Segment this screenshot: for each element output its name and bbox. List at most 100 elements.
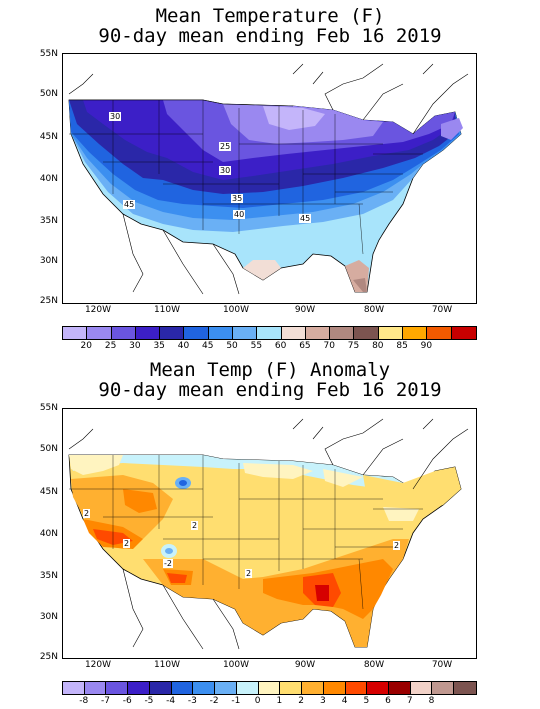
panel1-lat-label: 35N	[39, 216, 58, 226]
colorbar-swatch	[432, 682, 455, 694]
panel1-contour-label: 30	[219, 166, 232, 175]
colorbar-swatch	[258, 682, 281, 694]
colorbar-label: 2	[298, 696, 304, 706]
panel1-lon-label: 120W	[84, 305, 112, 315]
panel2-lat-label: 40N	[39, 529, 58, 539]
panel1-temperature-map	[68, 63, 469, 295]
panel2-lon-label: 90W	[294, 660, 316, 670]
panel2-contour-label: 2	[245, 569, 253, 578]
panel2-contour-label: 2	[191, 521, 199, 530]
colorbar-swatch	[280, 682, 303, 694]
panel2-lat-label: 50N	[39, 444, 58, 454]
colorbar-swatch	[87, 327, 112, 339]
panel1-lon-label: 70W	[431, 305, 453, 315]
colorbar-label: 40	[177, 341, 190, 351]
colorbar-label: 20	[80, 341, 92, 351]
colorbar-label: -6	[122, 696, 132, 706]
panel1-contour-label: 25	[219, 142, 232, 151]
colorbar-label: 3	[319, 696, 326, 706]
panel1-map: 30 25 30 35 40 45 45	[62, 53, 477, 304]
colorbar-label: 0	[254, 696, 261, 706]
panel1-contour-label: 45	[299, 214, 312, 223]
panel1-lat-label: 55N	[39, 49, 58, 59]
panel1-lon-label: 100W	[222, 305, 250, 315]
colorbar-swatch	[193, 682, 216, 694]
colorbar-label: 70	[323, 341, 335, 351]
panel1-lon-label: 110W	[153, 305, 181, 315]
colorbar-label: 80	[372, 341, 384, 351]
panel2-lat-label: 25N	[39, 652, 58, 662]
colorbar-swatch	[330, 327, 355, 339]
colorbar-swatch	[63, 682, 85, 694]
colorbar-label: 55	[250, 341, 263, 351]
panel1-lon-label: 90W	[294, 305, 316, 315]
colorbar-label: 4	[341, 696, 348, 706]
colorbar-swatch	[354, 327, 379, 339]
panel1-lat-label: 50N	[39, 89, 58, 99]
panel1-title-line2: 90-day mean ending Feb 16 2019	[98, 25, 442, 47]
panel2-contour-label: 2	[393, 541, 401, 550]
panel1-contour-label: 35	[231, 194, 244, 203]
panel1-lat-label: 30N	[39, 256, 58, 266]
colorbar-label: 85	[396, 341, 408, 351]
colorbar-swatch	[215, 682, 237, 694]
panel2-lat-label: 30N	[39, 612, 58, 622]
colorbar-label: 25	[104, 341, 117, 351]
colorbar-swatch	[454, 682, 476, 694]
panel2-lat-label: 45N	[39, 487, 58, 497]
colorbar-swatch	[84, 682, 107, 694]
panel2-contour-label: -2	[163, 559, 173, 568]
colorbar-swatch	[451, 327, 476, 339]
colorbar-swatch	[302, 682, 324, 694]
colorbar-label: 30	[129, 341, 141, 351]
colorbar-swatch	[149, 682, 172, 694]
panel2-contour-label: 2	[123, 539, 131, 548]
colorbar-label: 35	[153, 341, 165, 351]
colorbar-swatch	[378, 327, 403, 339]
colorbar-swatch	[63, 327, 88, 339]
panel2-lon-label: 120W	[84, 660, 112, 670]
colorbar-swatch	[232, 327, 258, 339]
panel2-lon-label: 110W	[153, 660, 181, 670]
colorbar-swatch	[160, 327, 185, 339]
panel1-lon-label: 80W	[363, 305, 385, 315]
colorbar-label: 1	[276, 696, 283, 706]
panel2-title-line1: Mean Temp (F) Anomaly	[149, 359, 391, 381]
panel1-contour-label: 40	[233, 210, 246, 219]
panel1-lat-label: 25N	[39, 296, 58, 306]
panel2-lat-label: 35N	[39, 571, 58, 581]
colorbar-swatch	[236, 682, 259, 694]
colorbar-swatch	[135, 327, 161, 339]
panel2-lon-label: 100W	[222, 660, 250, 670]
colorbar-swatch	[427, 327, 452, 339]
colorbar-label: -1	[231, 696, 241, 706]
colorbar-swatch	[281, 327, 306, 339]
colorbar-label: -3	[187, 696, 197, 706]
panel1-lat-label: 40N	[39, 174, 58, 184]
colorbar-swatch	[257, 327, 282, 339]
colorbar-label: 8	[428, 696, 435, 706]
colorbar-swatch	[367, 682, 390, 694]
panel2-lat-label: 55N	[39, 403, 58, 413]
colorbar-label: 7	[406, 696, 413, 706]
panel2-lon-label: 80W	[363, 660, 385, 670]
panel1-colorbar	[62, 326, 477, 340]
panel1-lat-label: 45N	[39, 132, 58, 142]
panel1-contour-label: 45	[123, 200, 136, 209]
colorbar-swatch	[410, 682, 433, 694]
colorbar-label: 90	[420, 341, 433, 351]
colorbar-label: 65	[299, 341, 311, 351]
colorbar-label: 5	[363, 696, 370, 706]
colorbar-swatch	[323, 682, 346, 694]
colorbar-label: 45	[202, 341, 214, 351]
panel2-title-line2: 90-day mean ending Feb 16 2019	[98, 379, 442, 401]
panel2-anomaly-map	[68, 418, 469, 650]
colorbar-swatch	[171, 682, 194, 694]
colorbar-label: -4	[166, 696, 176, 706]
colorbar-swatch	[208, 327, 233, 339]
colorbar-label: 50	[226, 341, 238, 351]
colorbar-swatch	[305, 327, 331, 339]
colorbar-swatch	[111, 327, 136, 339]
colorbar-label: -8	[79, 696, 89, 706]
colorbar-label: 6	[385, 696, 391, 706]
